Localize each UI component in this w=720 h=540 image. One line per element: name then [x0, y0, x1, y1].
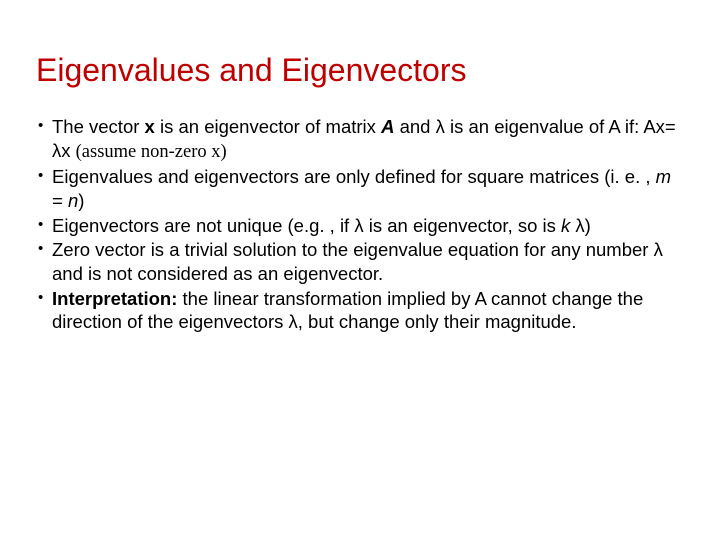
text: Eigenvalues and eigenvectors are only de… — [52, 166, 656, 187]
text: Zero vector is a trivial solution to the… — [52, 239, 663, 284]
text: λ) — [570, 215, 591, 236]
var-m: m — [656, 166, 671, 187]
text: Eigenvectors are not unique (e.g. , if λ… — [52, 215, 561, 236]
list-item: Eigenvectors are not unique (e.g. , if λ… — [36, 214, 684, 238]
text: The vector — [52, 116, 145, 137]
text: is an eigenvector of matrix — [155, 116, 381, 137]
slide-body: The vector x is an eigenvector of matrix… — [36, 115, 684, 334]
vector-x: x — [145, 116, 155, 137]
text: ) — [78, 190, 84, 211]
list-item: Interpretation: the linear transformatio… — [36, 287, 684, 334]
matrix-A: A — [381, 116, 394, 137]
bullet-list: The vector x is an eigenvector of matrix… — [36, 115, 684, 334]
assume-note: (assume non-zero x) — [76, 142, 227, 162]
list-item: Zero vector is a trivial solution to the… — [36, 238, 684, 285]
var-n: n — [68, 190, 78, 211]
var-k: k — [561, 215, 570, 236]
interpretation-label: Interpretation: — [52, 288, 177, 309]
slide-title: Eigenvalues and Eigenvectors — [36, 52, 684, 89]
list-item: The vector x is an eigenvector of matrix… — [36, 115, 684, 164]
text: = — [52, 190, 68, 211]
list-item: Eigenvalues and eigenvectors are only de… — [36, 165, 684, 212]
